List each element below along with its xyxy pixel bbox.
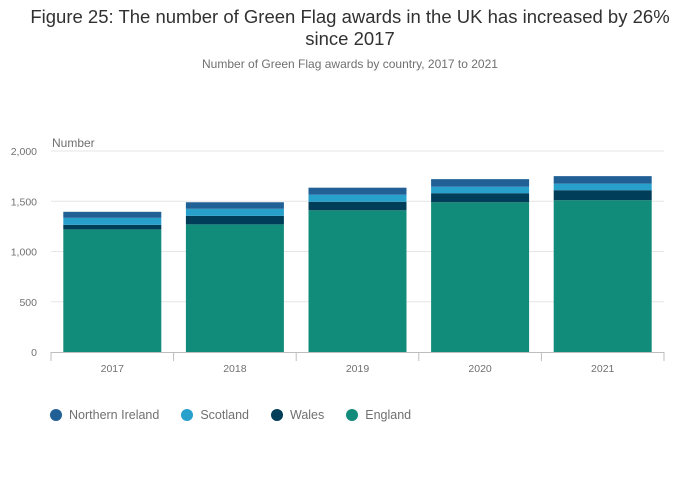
legend-swatch	[346, 409, 359, 421]
legend-swatch	[181, 409, 194, 421]
legend-item-england[interactable]: England	[346, 408, 411, 422]
bar-segment-wales-2017	[63, 224, 162, 230]
bar-segment-england-2020	[431, 202, 530, 352]
chart-title: Figure 25: The number of Green Flag awar…	[30, 6, 670, 49]
legend-swatch	[270, 409, 283, 421]
bar-segment-scotland-2017	[63, 217, 162, 225]
bar-segment-england-2017	[63, 229, 162, 352]
bar-segment-northern-ireland-2019	[308, 187, 407, 195]
legend-item-scotland[interactable]: Scotland	[181, 408, 249, 422]
bars	[63, 176, 652, 352]
bar-segment-northern-ireland-2020	[431, 179, 530, 187]
y-axis-ticks: 0 500 1,000 1,500 2,000	[11, 146, 37, 359]
y-tick-label: 0	[31, 347, 37, 359]
x-axis: 2017 2018 2019 2020 2021	[50, 352, 665, 375]
x-tick-label: 2021	[591, 363, 615, 375]
legend-label: Scotland	[200, 408, 249, 422]
bar-segment-wales-2021	[553, 190, 652, 201]
legend-item-northern-ireland[interactable]: Northern Ireland	[50, 408, 159, 422]
y-axis-label: Number	[52, 136, 95, 150]
bar-segment-wales-2018	[185, 215, 284, 225]
legend-item-wales[interactable]: Wales	[270, 408, 325, 422]
x-tick-label: 2017	[101, 363, 125, 375]
y-tick-label: 500	[19, 297, 37, 309]
legend-label: England	[365, 408, 412, 422]
bar-segment-wales-2020	[431, 193, 530, 203]
y-tick-label: 1,000	[11, 247, 37, 259]
bar-segment-scotland-2021	[553, 183, 652, 191]
bar-segment-england-2021	[553, 200, 652, 352]
bar-segment-northern-ireland-2018	[185, 202, 284, 209]
bar-segment-wales-2019	[308, 201, 407, 211]
y-tick-label: 1,500	[11, 196, 37, 208]
x-tick-label: 2018	[223, 363, 247, 375]
legend-label: Northern Ireland	[69, 408, 160, 422]
bar-segment-england-2018	[185, 224, 284, 352]
chart-subtitle: Number of Green Flag awards by country, …	[202, 57, 498, 71]
legend-swatch	[50, 409, 62, 421]
legend-label: Wales	[289, 408, 325, 422]
bar-segment-northern-ireland-2021	[553, 176, 652, 184]
x-tick-label: 2020	[468, 363, 492, 375]
bar-segment-scotland-2018	[185, 208, 284, 216]
legend: Northern Ireland Scotland Wales England	[50, 408, 433, 422]
x-tick-label: 2019	[346, 363, 370, 375]
bar-segment-scotland-2019	[308, 194, 407, 202]
y-tick-label: 2,000	[11, 146, 37, 158]
bar-segment-england-2019	[308, 210, 407, 352]
bar-segment-scotland-2020	[431, 186, 530, 194]
bar-segment-northern-ireland-2017	[63, 211, 162, 218]
